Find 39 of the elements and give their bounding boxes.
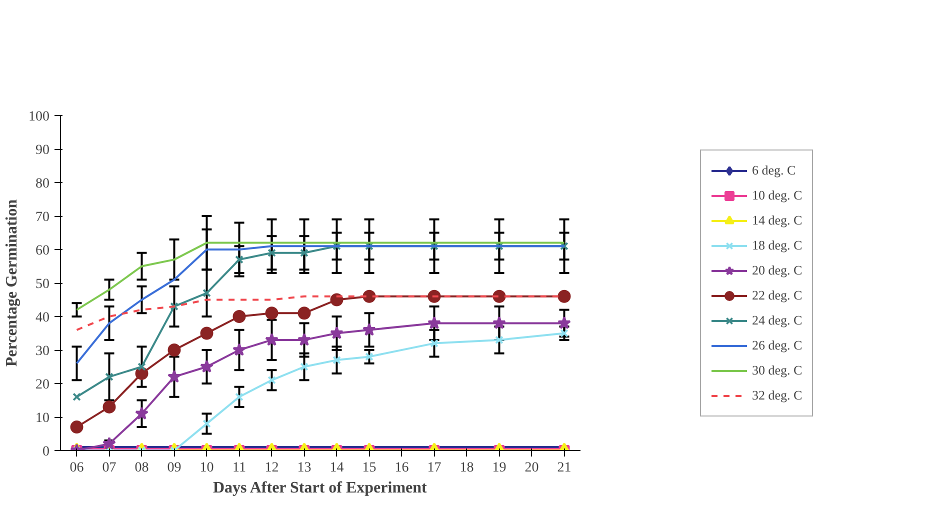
legend-label: 32 deg. C [752, 387, 802, 403]
y-tick-label: 50 [36, 277, 50, 292]
x-tick-label: 10 [200, 460, 214, 476]
y-tick-label: 70 [36, 210, 50, 225]
x-tick-label: 13 [297, 460, 312, 476]
y-tick-label: 100 [28, 110, 50, 124]
x-tick-label: 11 [232, 460, 246, 476]
x-tick-label: 16 [394, 460, 409, 476]
y-tick-label: 20 [36, 378, 50, 392]
x-tick-label: 21 [557, 460, 572, 476]
y-axis-title: Percentage Germination [4, 199, 20, 367]
x-tick-label: 17 [427, 460, 442, 476]
legend-label: 6 deg. C [752, 162, 796, 178]
legend-label: 26 deg. C [752, 337, 802, 353]
legend-label: 14 deg. C [752, 212, 802, 228]
y-tick-label: 90 [36, 143, 50, 158]
legend-label: 20 deg. C [752, 262, 802, 278]
y-tick-label: 10 [36, 411, 50, 426]
legend-label: 18 deg. C [752, 237, 802, 253]
x-tick-label: 09 [167, 460, 182, 476]
x-tick-label: 18 [460, 460, 474, 476]
legend-label: 24 deg. C [752, 312, 802, 328]
y-tick-label: 30 [36, 344, 50, 359]
y-tick-label: 0 [42, 444, 50, 460]
x-tick-label: 15 [362, 460, 376, 476]
legend-label: 22 deg. C [752, 287, 802, 303]
x-tick-label: 12 [264, 460, 279, 476]
x-tick-label: 08 [134, 460, 149, 476]
legend-label: 30 deg. C [752, 362, 802, 378]
y-tick-label: 60 [36, 244, 50, 258]
x-tick-label: 20 [524, 460, 539, 476]
x-axis-title: Days After Start of Experiment [212, 480, 428, 496]
y-tick-label: 80 [36, 176, 50, 192]
x-tick-label: 07 [102, 460, 116, 476]
x-tick-label: 19 [492, 460, 506, 476]
y-tick-label: 40 [36, 310, 50, 326]
x-tick-label: 14 [330, 460, 344, 476]
x-tick-label: 06 [70, 460, 84, 476]
legend-label: 10 deg. C [752, 187, 802, 203]
